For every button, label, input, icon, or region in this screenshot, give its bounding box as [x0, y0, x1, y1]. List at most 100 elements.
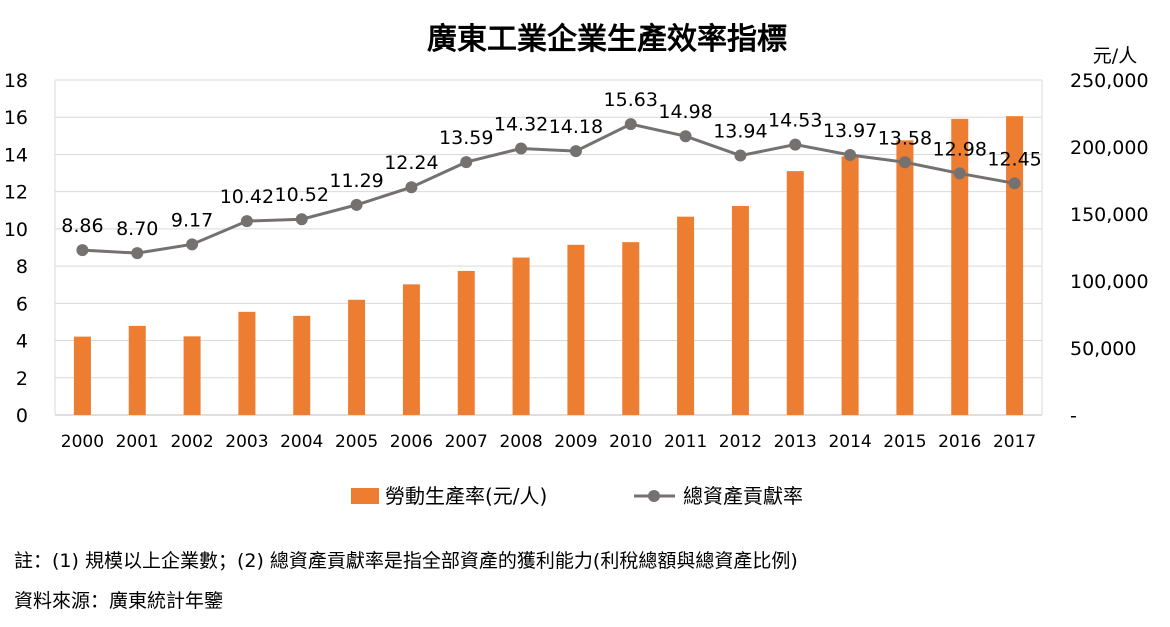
bar: [402, 284, 420, 415]
x-axis-tick: 2001: [116, 432, 159, 452]
x-axis-tick: 2014: [828, 432, 871, 452]
data-label: 13.97: [823, 120, 877, 142]
legend-bar-label: 勞動生產率(元/人): [385, 484, 547, 508]
data-label: 14.32: [494, 113, 548, 135]
data-label: 15.63: [604, 89, 658, 111]
bar: [457, 270, 475, 415]
left-axis-tick: 12: [4, 182, 28, 204]
bar: [841, 156, 859, 415]
legend-line-marker: [648, 490, 660, 502]
data-label: 10.42: [220, 186, 274, 208]
x-axis-tick: 2003: [225, 432, 268, 452]
right-axis-tick: 200,000: [1070, 137, 1149, 159]
line-point: [789, 138, 802, 151]
data-label: 10.52: [275, 184, 329, 206]
data-label: 13.58: [878, 127, 932, 149]
line-point: [898, 156, 911, 169]
data-label: 8.86: [61, 215, 103, 237]
x-axis-ticks: 2000 2001 2002 2003 2004 2005 2006 2007 2008 2009…: [61, 432, 1036, 452]
bar: [128, 325, 146, 415]
right-axis-tick: 250,000: [1070, 70, 1149, 92]
x-axis-tick: 2006: [390, 432, 433, 452]
bar: [1006, 116, 1024, 416]
x-axis-tick: 2016: [938, 432, 981, 452]
bar: [677, 216, 695, 415]
data-label: 13.94: [713, 121, 767, 143]
x-axis-tick: 2009: [554, 432, 597, 452]
line-point: [844, 149, 857, 162]
x-axis-tick: 2008: [499, 432, 542, 452]
line-point: [953, 167, 966, 180]
source-note: 資料來源：廣東統計年鑒: [14, 590, 224, 612]
bar: [238, 311, 256, 415]
right-axis-ticks: - 50,000 100,000 150,000 200,000 250,000: [1070, 70, 1149, 427]
left-axis-tick: 6: [16, 293, 28, 315]
left-axis-tick: 4: [16, 331, 28, 353]
data-label: 14.18: [549, 116, 603, 138]
line-point: [734, 149, 747, 162]
data-label: 12.45: [987, 148, 1041, 170]
x-axis-tick: 2007: [445, 432, 488, 452]
bar: [896, 140, 914, 416]
x-axis-tick: 2013: [774, 432, 817, 452]
left-axis-tick: 18: [4, 70, 28, 92]
x-axis-tick: 2017: [993, 432, 1036, 452]
bar: [951, 118, 969, 416]
data-label: 9.17: [171, 209, 213, 231]
x-axis-tick: 2010: [609, 432, 652, 452]
legend: 勞動生產率(元/人) 總資產貢獻率: [351, 484, 803, 508]
data-label: 12.24: [384, 152, 438, 174]
data-label: 14.53: [768, 110, 822, 132]
x-axis-tick: 2004: [280, 432, 323, 452]
x-axis-tick: 2002: [170, 432, 213, 452]
right-axis-unit: 元/人: [1093, 45, 1137, 67]
right-axis-tick: 150,000: [1070, 204, 1149, 226]
bar: [183, 336, 201, 415]
line-point: [569, 145, 582, 158]
right-axis-tick: 100,000: [1070, 271, 1149, 293]
bar: [622, 242, 640, 415]
legend-bar-swatch: [351, 488, 379, 504]
x-axis-tick: 2012: [719, 432, 762, 452]
line-point: [679, 130, 692, 143]
left-axis-tick: 10: [4, 219, 28, 241]
x-axis-tick: 2005: [335, 432, 378, 452]
x-axis-tick: 2000: [61, 432, 104, 452]
left-axis-tick: 14: [4, 144, 28, 166]
x-axis-tick: 2011: [664, 432, 707, 452]
left-axis-tick: 8: [16, 256, 28, 278]
line-point: [1008, 177, 1021, 190]
line-point: [405, 181, 418, 194]
left-axis-tick: 2: [16, 368, 28, 390]
bar: [512, 257, 530, 415]
x-axis-tick: 2015: [883, 432, 926, 452]
line-point: [131, 247, 144, 260]
footnote: 註：(1) 規模以上企業數；(2) 總資產貢獻率是指全部資產的獲利能力(利稅總額…: [14, 550, 798, 572]
right-axis-tick: 50,000: [1070, 338, 1136, 360]
data-label: 12.98: [933, 138, 987, 160]
right-axis-tick: -: [1070, 405, 1077, 427]
legend-line-label: 總資產貢獻率: [683, 484, 803, 508]
line-point: [240, 215, 253, 228]
bar: [348, 299, 366, 415]
left-axis-ticks: 0 2 4 6 8 10 12 14 16 18: [4, 70, 28, 427]
bar-series: [73, 116, 1024, 416]
bar: [731, 205, 749, 415]
line-path: [82, 122, 1015, 255]
bar: [786, 171, 804, 415]
gridlines: [54, 79, 1043, 416]
line-point: [186, 238, 199, 251]
line-point: [460, 156, 473, 169]
line-series: [76, 118, 1021, 260]
left-axis-tick: 16: [4, 107, 28, 129]
line-point: [295, 213, 308, 226]
data-label: 8.70: [116, 218, 158, 240]
data-label: 11.29: [329, 170, 383, 192]
data-label: 14.98: [658, 101, 712, 123]
bar: [567, 244, 585, 415]
line-point: [624, 118, 637, 131]
line-point: [515, 142, 528, 155]
bar: [73, 336, 91, 415]
